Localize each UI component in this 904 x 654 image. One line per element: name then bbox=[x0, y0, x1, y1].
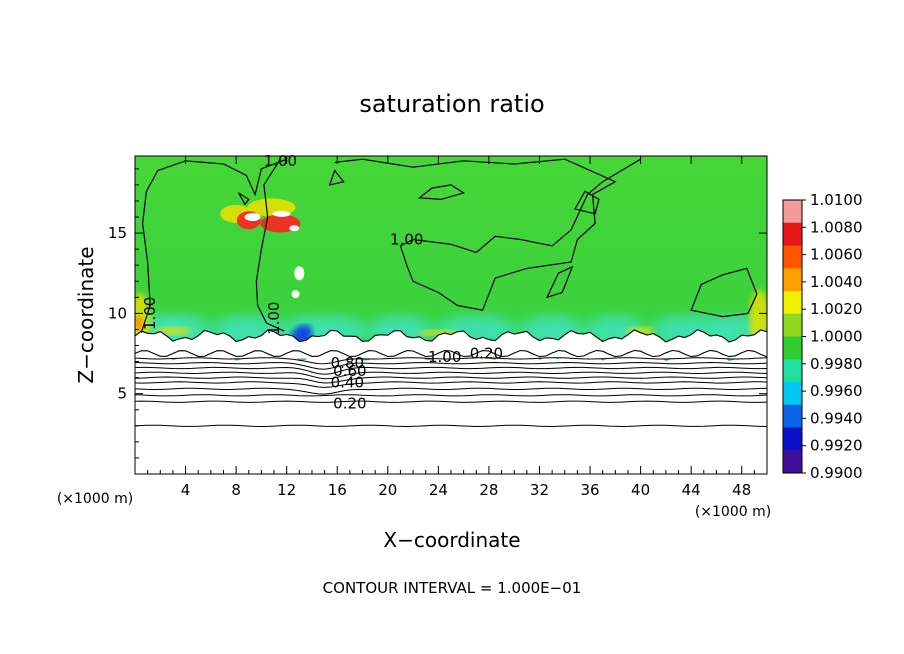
contour-label-0: 1.00 bbox=[390, 231, 423, 249]
colorbar-swatch-8 bbox=[783, 382, 802, 406]
chart-title: saturation ratio bbox=[359, 90, 544, 118]
contour-labels: 1.00 1.00 1.00 1.00 1.00 0.20 0.800.600.40 0.20 bbox=[141, 152, 503, 413]
colorbar-label-10: 0.9900 bbox=[810, 464, 863, 482]
y-tick-label-10: 10 bbox=[108, 304, 127, 322]
x-tick-label-8: 8 bbox=[231, 481, 241, 499]
colorbar-label-6: 0.9980 bbox=[810, 355, 863, 373]
x-tick-label-36: 36 bbox=[580, 481, 599, 499]
field-white-blob-2 bbox=[289, 225, 300, 232]
cloud-contour-island-2 bbox=[573, 190, 600, 215]
colorbar-label-7: 0.9960 bbox=[810, 382, 863, 400]
plot-area bbox=[135, 156, 767, 474]
x-axis-title: X−coordinate bbox=[383, 528, 520, 552]
stable-contour-1 bbox=[135, 400, 767, 403]
field-white-blob-1 bbox=[272, 210, 291, 217]
colorbar-swatch-2 bbox=[783, 245, 802, 269]
contour-label-2: 1.00 bbox=[264, 152, 297, 170]
x-tick-label-4: 4 bbox=[181, 481, 191, 499]
colorbar-label-1: 1.0080 bbox=[810, 218, 863, 236]
colorbar-label-8: 0.9940 bbox=[810, 409, 863, 427]
x-tick-label-44: 44 bbox=[682, 481, 701, 499]
colorbar bbox=[782, 199, 803, 474]
colorbar-swatch-0 bbox=[783, 200, 802, 224]
cloud-top-contour bbox=[135, 329, 767, 343]
x-axis-ticks: 4 8 12 16 20 24 28 32 36 40 44 48 bbox=[147, 156, 755, 499]
colorbar-swatch-4 bbox=[783, 291, 802, 315]
y-tick-label-15: 15 bbox=[108, 224, 127, 242]
contour-label-4: 1.00 bbox=[428, 348, 461, 366]
contour-label-1: 1.00 bbox=[265, 302, 283, 335]
contour-label-3: 1.00 bbox=[141, 297, 159, 330]
colorbar-label-4: 1.0020 bbox=[810, 300, 863, 318]
stable-contour-6 bbox=[135, 371, 767, 380]
x-tick-label-40: 40 bbox=[631, 481, 650, 499]
cloud-contour-center-left bbox=[255, 158, 285, 332]
cloud-contour-right bbox=[334, 158, 641, 311]
stable-contour-5 bbox=[135, 376, 767, 384]
colorbar-swatch-10 bbox=[783, 427, 802, 451]
colorbar-swatch-3 bbox=[783, 268, 802, 292]
contour-label-8: 0.40 bbox=[331, 373, 364, 391]
colorbar-label-0: 1.0100 bbox=[810, 191, 863, 209]
x-tick-label-24: 24 bbox=[429, 481, 448, 499]
stable-contour-7 bbox=[135, 366, 767, 375]
y-axis-title: Z−coordinate bbox=[74, 246, 98, 383]
x-tick-label-20: 20 bbox=[378, 481, 397, 499]
field-blue-2 bbox=[298, 324, 313, 341]
colorbar-swatch-11 bbox=[783, 450, 802, 474]
cloud-contour-island-4 bbox=[690, 267, 758, 318]
cloud-contour-lines bbox=[135, 158, 767, 358]
stable-contour-8 bbox=[135, 361, 767, 370]
colorbar-label-2: 1.0060 bbox=[810, 246, 863, 264]
contour-label-6: 0.80 bbox=[331, 354, 364, 372]
saturation-field bbox=[135, 156, 767, 362]
colorbar-label-5: 1.0000 bbox=[810, 328, 863, 346]
cloud-contour-island-3 bbox=[545, 265, 574, 299]
x-tick-label-16: 16 bbox=[328, 481, 347, 499]
cloud-contour-island-6 bbox=[328, 169, 345, 186]
x-tick-label-28: 28 bbox=[479, 481, 498, 499]
colorbar-label-9: 0.9920 bbox=[810, 437, 863, 455]
x-axis-unit-right: (×1000 m) bbox=[695, 504, 771, 520]
field-white-blob-0 bbox=[244, 213, 261, 222]
field-rim-2 bbox=[154, 327, 191, 336]
colorbar-labels: 1.0100 1.0080 1.0060 1.0040 1.0020 1.0000 0.99… bbox=[802, 191, 863, 482]
x-axis-unit-left: (×1000 m) bbox=[57, 491, 133, 507]
colorbar-swatch-1 bbox=[783, 222, 802, 246]
stable-contour-lines bbox=[135, 357, 767, 428]
cloud-contour-island-5 bbox=[238, 192, 250, 206]
cloud-contour-left bbox=[140, 158, 287, 333]
stable-contour-4 bbox=[135, 381, 767, 388]
colorbar-swatch-9 bbox=[783, 404, 802, 428]
stable-contour-9 bbox=[135, 357, 767, 365]
colorbar-label-3: 1.0040 bbox=[810, 273, 863, 291]
contour-label-5: 0.20 bbox=[470, 345, 503, 363]
x-tick-label-32: 32 bbox=[530, 481, 549, 499]
y-tick-label-5: 5 bbox=[117, 385, 127, 403]
field-edge-orange bbox=[135, 316, 143, 331]
field-white-blob-3 bbox=[294, 266, 305, 281]
x-tick-label-12: 12 bbox=[277, 481, 296, 499]
contour-label-7: 0.60 bbox=[333, 362, 366, 380]
colorbar-swatch-7 bbox=[783, 359, 802, 383]
field-white-blob-4 bbox=[291, 290, 300, 299]
x-tick-label-48: 48 bbox=[732, 481, 751, 499]
contour-interval-note: CONTOUR INTERVAL = 1.000E−01 bbox=[323, 579, 582, 597]
stable-contour-2 bbox=[135, 394, 767, 397]
stable-contour-3 bbox=[135, 387, 767, 395]
colorbar-swatch-5 bbox=[783, 313, 802, 337]
colorbar-swatch-6 bbox=[783, 336, 802, 360]
y-axis-ticks: 5 10 15 bbox=[108, 168, 767, 459]
cloud-base-contour bbox=[135, 349, 767, 358]
stable-contour-0 bbox=[135, 424, 767, 428]
cloud-contour-island-1 bbox=[417, 184, 466, 201]
contour-label-9: 0.20 bbox=[333, 394, 366, 412]
